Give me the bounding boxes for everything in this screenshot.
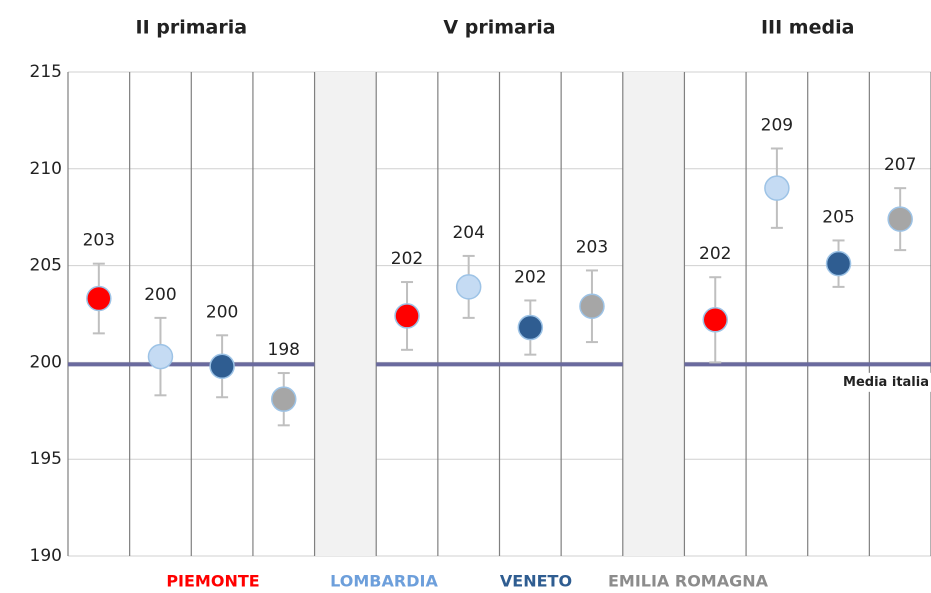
marker	[702, 307, 728, 333]
value-label: 202	[514, 267, 546, 287]
marker	[394, 303, 420, 329]
value-label: 202	[699, 244, 731, 264]
value-label: 200	[144, 285, 176, 305]
value-label: 204	[452, 223, 484, 243]
marker	[825, 250, 852, 277]
value-label: 202	[391, 249, 423, 269]
y-tick-label: 200	[30, 352, 62, 372]
group-title: V primaria	[443, 17, 555, 39]
value-label: 207	[884, 155, 916, 175]
gap-band	[622, 72, 685, 556]
value-label: 200	[206, 302, 238, 322]
group-title: III media	[761, 17, 854, 39]
marker	[271, 386, 297, 412]
reference-label: Media italia	[843, 375, 929, 390]
marker	[579, 293, 605, 320]
value-label: 198	[268, 340, 300, 360]
y-tick-label: 215	[30, 62, 62, 82]
value-label: 209	[761, 115, 793, 135]
y-tick-label: 210	[30, 159, 62, 179]
reference-label-bg	[840, 372, 931, 392]
gap-band	[314, 72, 377, 556]
legend-entry: EMILIA ROMAGNA	[608, 572, 769, 591]
group-title: II primaria	[136, 17, 248, 39]
value-label: 203	[576, 237, 608, 257]
legend-entry: VENETO	[500, 572, 572, 591]
marker	[455, 274, 482, 300]
marker	[86, 285, 112, 312]
marker	[147, 343, 174, 370]
legend-entry: PIEMONTE	[166, 572, 259, 591]
marker	[517, 314, 544, 341]
value-label: 205	[822, 207, 854, 227]
marker	[209, 353, 235, 380]
y-tick-label: 195	[30, 449, 62, 469]
value-label: 203	[83, 231, 115, 251]
y-tick-label: 190	[30, 546, 62, 566]
marker	[764, 175, 790, 201]
legend-entry: LOMBARDIA	[330, 572, 438, 591]
y-tick-label: 205	[30, 256, 62, 276]
marker	[887, 206, 913, 232]
